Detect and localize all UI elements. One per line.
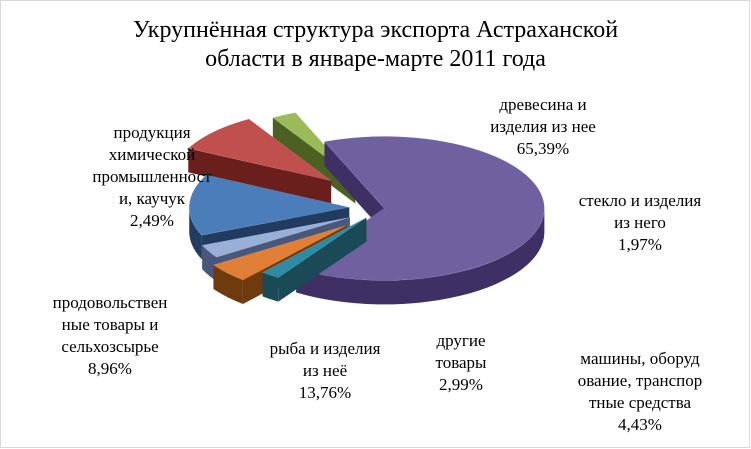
pie-slice-1 (261, 217, 367, 302)
slice-label-4-name-line-0: рыба и изделия (269, 339, 381, 358)
slice-label-2: машины, оборуд ование, транспор тные средс… (556, 348, 724, 436)
slice-label-6: продукция химической промышленност и, каучу… (72, 122, 232, 232)
chart-title-line-2: области в январе-марте 2011 года (205, 46, 546, 72)
slice-label-5-percent: 8,96% (88, 359, 132, 378)
slice-label-5: продовольствен ные товары и сельхозсырье 8,… (30, 292, 190, 380)
slice-label-4-name-line-1: из неё (302, 361, 348, 380)
slice-label-6-name-line-0: продукция (113, 123, 191, 142)
slice-label-1-name-line-1: из него (614, 213, 666, 232)
slice-label-1-percent: 1,97% (618, 235, 662, 254)
slice-label-0-name-line-1: изделия из нее (490, 117, 596, 136)
slice-label-6-percent: 2,49% (130, 211, 174, 230)
slice-label-4: рыба и изделия из неё 13,76% (250, 338, 400, 404)
pie-slice-5 (187, 118, 332, 205)
chart-title: Укрупнённая структура экспорта Астраханс… (0, 16, 751, 74)
slice-label-2-percent: 4,43% (618, 415, 662, 434)
slice-label-4-percent: 13,76% (298, 383, 352, 402)
slice-label-1: стекло и изделия из него 1,97% (556, 190, 724, 256)
slice-label-0-percent: 65,39% (516, 139, 570, 158)
slice-label-6-name-line-2: промышленност (92, 167, 212, 186)
chart-title-line-1: Укрупнённая структура экспорта Астраханс… (132, 17, 619, 43)
slice-label-1-name-line-0: стекло и изделия (578, 191, 702, 210)
slice-label-3-name-line-0: другие (436, 331, 486, 350)
slice-label-3-percent: 2,99% (439, 375, 483, 394)
slice-label-2-name-line-2: тные средства (588, 393, 692, 412)
slice-label-5-name-line-2: сельхозсырье (61, 337, 159, 356)
slice-label-5-name-line-0: продовольствен (52, 293, 168, 312)
slice-label-3-name-line-1: товары (435, 353, 487, 372)
slice-label-0: древесина и изделия из нее 65,39% (468, 94, 618, 160)
slice-label-6-name-line-1: химической (108, 145, 196, 164)
slice-label-2-name-line-0: машины, оборуд (580, 349, 700, 368)
slice-label-2-name-line-1: ование, транспор (577, 371, 703, 390)
slice-label-0-name-line-0: древесина и (499, 95, 587, 114)
slice-label-3: другие товары 2,99% (406, 330, 516, 396)
slice-label-5-name-line-1: ные товары и (61, 315, 159, 334)
slice-label-6-name-line-3: и, каучук (118, 189, 186, 208)
